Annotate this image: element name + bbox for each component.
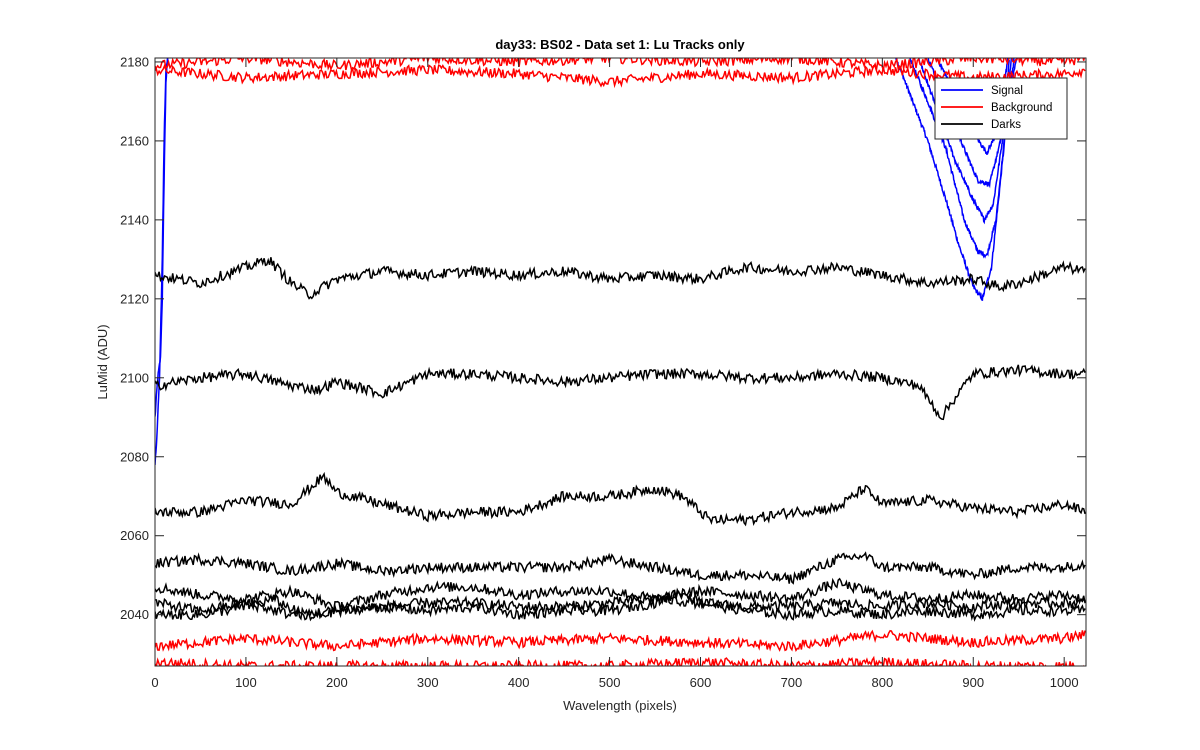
x-tick-label: 700 xyxy=(781,675,803,690)
x-tick-label: 800 xyxy=(871,675,893,690)
chart-title: day33: BS02 - Data set 1: Lu Tracks only xyxy=(495,37,745,52)
y-tick-label: 2140 xyxy=(120,212,149,227)
y-tick-label: 2100 xyxy=(120,370,149,385)
series-line-darks-11 xyxy=(155,257,1086,300)
legend-box xyxy=(934,77,1068,140)
series-line-darks-14 xyxy=(155,551,1086,585)
y-axis-label: LuMid (ADU) xyxy=(95,324,110,399)
y-tick-label: 2160 xyxy=(120,133,149,148)
axes-layer: 0 100 200 300 400 500 600 700 800 900 1000 2040 2060… xyxy=(120,54,1087,690)
x-tick-label: 1000 xyxy=(1050,675,1079,690)
x-tick-label: 100 xyxy=(235,675,257,690)
y-tick-label: 2180 xyxy=(120,54,149,69)
series-line-background-7 xyxy=(155,63,1086,89)
series-line-darks-12 xyxy=(155,364,1086,421)
axes-box xyxy=(154,57,1087,667)
x-tick-label: 0 xyxy=(151,675,158,690)
x-tick-label: 400 xyxy=(508,675,530,690)
series-line-background-10 xyxy=(155,655,1085,666)
x-tick-label: 500 xyxy=(599,675,621,690)
legend: Signal Background Darks xyxy=(934,77,1068,140)
y-tick-label: 2040 xyxy=(120,607,149,622)
series-line-signal-4 xyxy=(918,58,1013,225)
series-line-darks-13 xyxy=(155,471,1086,527)
series-line-darks-15 xyxy=(155,577,1086,613)
series-line-background-9 xyxy=(155,629,1086,653)
y-tick-label: 2060 xyxy=(120,528,149,543)
x-tick-label: 900 xyxy=(962,675,984,690)
x-tick-label: 200 xyxy=(326,675,348,690)
y-tick-label: 2080 xyxy=(120,449,149,464)
x-tick-label: 600 xyxy=(690,675,712,690)
plot-area xyxy=(155,58,1086,666)
y-tick-label: 2120 xyxy=(120,291,149,306)
x-axis-label: Wavelength (pixels) xyxy=(563,698,677,713)
x-tick-label: 300 xyxy=(417,675,439,690)
legend-label-background: Background xyxy=(991,102,1052,114)
series-line-signal-3 xyxy=(909,58,1015,259)
legend-label-signal: Signal xyxy=(991,85,1023,97)
series-line-darks-16 xyxy=(155,593,1086,621)
series-line-signal-1 xyxy=(155,58,169,466)
legend-label-darks: Darks xyxy=(991,119,1021,131)
series-line-background-8 xyxy=(155,58,1085,73)
series-line-darks-17 xyxy=(155,587,1086,622)
